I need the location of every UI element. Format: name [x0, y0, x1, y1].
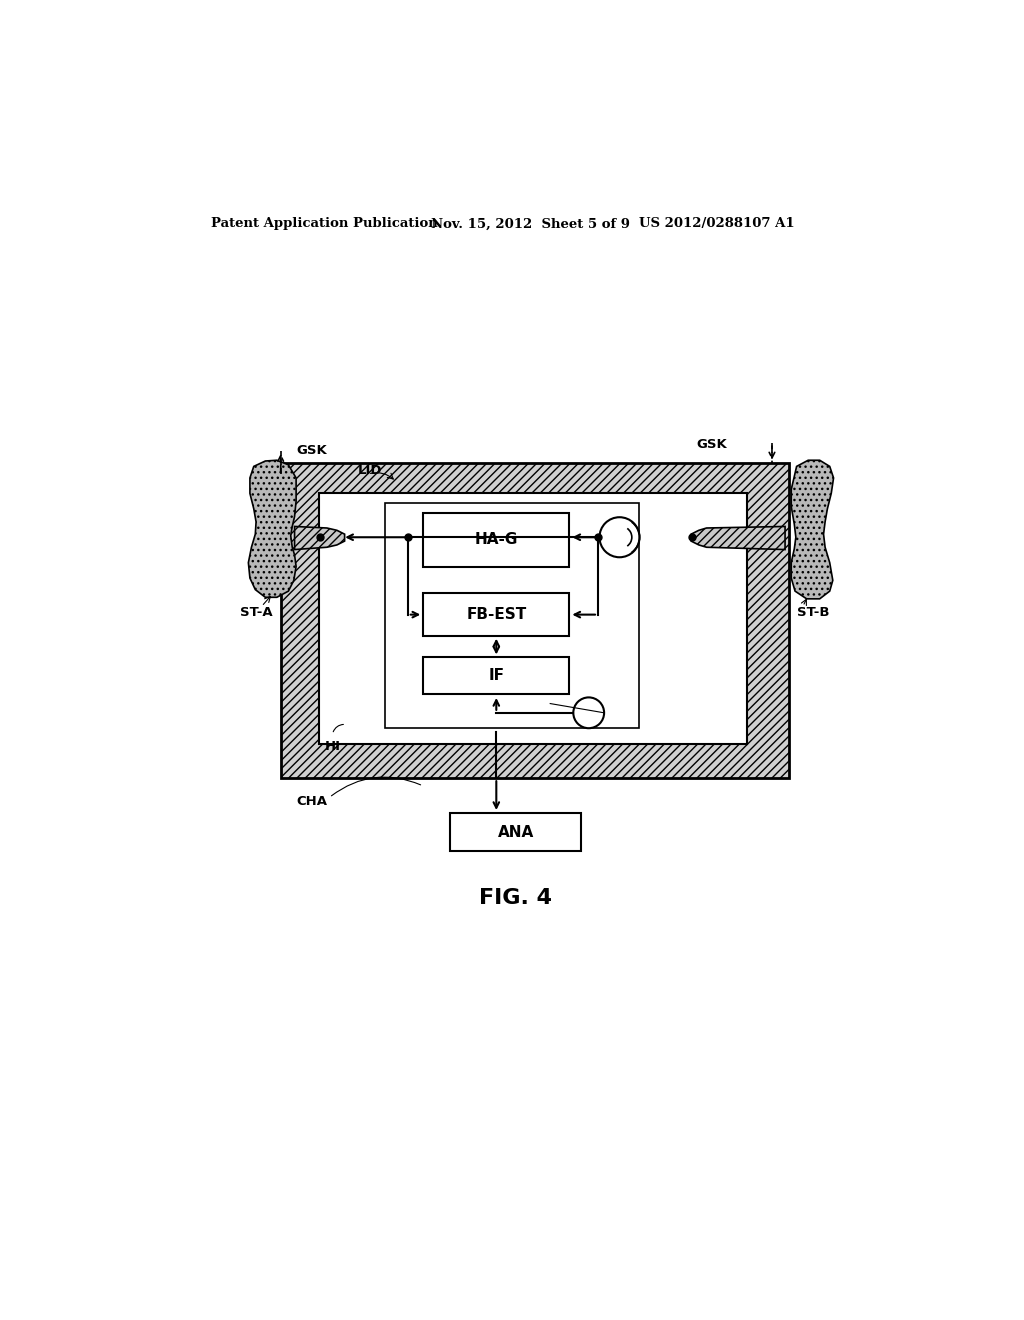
- Polygon shape: [249, 461, 296, 598]
- Text: Patent Application Publication: Patent Application Publication: [211, 218, 438, 231]
- Text: CHA: CHA: [296, 795, 327, 808]
- Circle shape: [573, 697, 604, 729]
- Bar: [423, 594, 569, 636]
- Text: HI: HI: [325, 739, 341, 752]
- Bar: [281, 462, 788, 779]
- Bar: [451, 813, 581, 851]
- Polygon shape: [295, 527, 345, 549]
- Text: GSK: GSK: [296, 445, 327, 458]
- Text: Nov. 15, 2012  Sheet 5 of 9: Nov. 15, 2012 Sheet 5 of 9: [431, 218, 630, 231]
- Text: LID: LID: [357, 463, 382, 477]
- Circle shape: [599, 517, 640, 557]
- Bar: [385, 503, 639, 729]
- Text: GSK: GSK: [696, 438, 727, 451]
- Text: CMIC: CMIC: [550, 697, 588, 710]
- Polygon shape: [691, 527, 785, 549]
- Text: ANA: ANA: [498, 825, 534, 840]
- Text: FB-EST: FB-EST: [466, 607, 526, 622]
- Text: HA-G: HA-G: [474, 532, 518, 546]
- Text: ST-B: ST-B: [797, 606, 829, 619]
- Text: IF: IF: [488, 668, 504, 682]
- Text: US 2012/0288107 A1: US 2012/0288107 A1: [639, 218, 795, 231]
- Bar: [423, 512, 569, 566]
- Text: ST-A: ST-A: [240, 606, 272, 619]
- Bar: [319, 494, 746, 743]
- Polygon shape: [792, 461, 834, 599]
- Bar: [423, 657, 569, 693]
- Text: FIG. 4: FIG. 4: [479, 887, 552, 908]
